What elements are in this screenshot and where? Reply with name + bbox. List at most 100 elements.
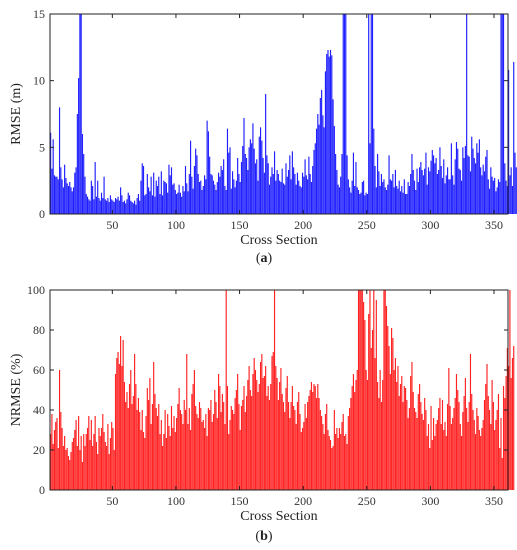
bar xyxy=(193,370,195,490)
bar xyxy=(146,174,148,214)
bar xyxy=(458,402,460,490)
bar xyxy=(354,392,356,490)
bar xyxy=(350,192,352,214)
bar xyxy=(490,424,492,490)
bar xyxy=(382,380,384,490)
bar xyxy=(197,418,199,490)
bar xyxy=(359,194,361,214)
bar xyxy=(140,430,142,490)
bar xyxy=(424,168,426,214)
bar xyxy=(184,410,187,490)
bar xyxy=(127,192,129,214)
bar xyxy=(448,368,450,490)
bar xyxy=(379,370,381,490)
bar xyxy=(447,404,449,490)
bar xyxy=(365,192,367,214)
bar xyxy=(286,376,288,490)
bar xyxy=(214,184,216,214)
bar xyxy=(75,420,77,490)
bar xyxy=(93,434,95,490)
bar xyxy=(287,402,290,490)
bar xyxy=(270,384,272,490)
bar xyxy=(455,142,458,214)
bar xyxy=(499,182,501,214)
bar xyxy=(52,139,54,214)
bar xyxy=(229,147,231,214)
bar xyxy=(148,400,150,490)
bar xyxy=(226,386,229,490)
bars xyxy=(50,14,517,214)
bar xyxy=(324,414,327,490)
bar xyxy=(474,163,477,214)
y-tick-label: 40 xyxy=(33,403,45,417)
bar xyxy=(430,406,432,490)
bar xyxy=(405,194,407,214)
bar xyxy=(234,398,236,490)
bar xyxy=(168,164,170,214)
bar xyxy=(361,290,363,490)
bar xyxy=(375,300,377,490)
bar xyxy=(425,152,427,214)
bar xyxy=(65,450,67,490)
bar xyxy=(200,408,202,490)
bar xyxy=(405,388,407,490)
bar xyxy=(263,172,265,214)
bar xyxy=(282,402,285,490)
bar xyxy=(401,186,403,214)
x-tick-label: 250 xyxy=(358,218,376,232)
bar xyxy=(108,454,110,490)
bar xyxy=(301,428,304,490)
bar xyxy=(117,352,119,490)
bar xyxy=(289,418,291,490)
bar xyxy=(420,162,422,214)
bar xyxy=(50,132,52,214)
bar xyxy=(69,182,71,214)
bar xyxy=(81,462,84,490)
bar xyxy=(457,390,459,490)
bar xyxy=(373,128,375,214)
bar xyxy=(309,174,311,214)
bar xyxy=(204,428,206,490)
bar xyxy=(207,408,209,490)
bar xyxy=(383,179,385,214)
bar xyxy=(291,386,293,490)
bar xyxy=(160,171,162,214)
bar xyxy=(121,195,123,214)
bar xyxy=(331,448,333,490)
bar xyxy=(360,290,362,490)
bar xyxy=(352,152,354,214)
bar xyxy=(382,182,384,214)
bar xyxy=(112,200,114,214)
bar xyxy=(140,180,142,214)
bar xyxy=(439,147,441,214)
bar xyxy=(261,140,263,214)
bar xyxy=(216,418,218,490)
bar xyxy=(61,179,63,214)
bar xyxy=(299,414,301,490)
bar xyxy=(416,168,418,214)
bar xyxy=(118,364,120,490)
bar xyxy=(67,456,70,490)
bar xyxy=(504,398,506,490)
bar xyxy=(336,170,338,214)
bar xyxy=(482,420,484,490)
bar xyxy=(121,366,123,490)
bar xyxy=(466,408,468,490)
bar xyxy=(352,374,354,490)
bar xyxy=(281,168,283,214)
bar xyxy=(402,402,404,490)
bar xyxy=(155,408,157,490)
bar xyxy=(413,408,416,490)
bar xyxy=(230,188,232,214)
bar xyxy=(245,396,248,490)
bar xyxy=(494,178,496,214)
bar xyxy=(504,163,506,214)
bar xyxy=(426,184,428,214)
bar xyxy=(183,191,185,214)
bar xyxy=(328,56,330,214)
bar xyxy=(259,127,262,214)
bar xyxy=(249,139,251,214)
bar xyxy=(160,420,162,490)
bar xyxy=(66,448,68,490)
